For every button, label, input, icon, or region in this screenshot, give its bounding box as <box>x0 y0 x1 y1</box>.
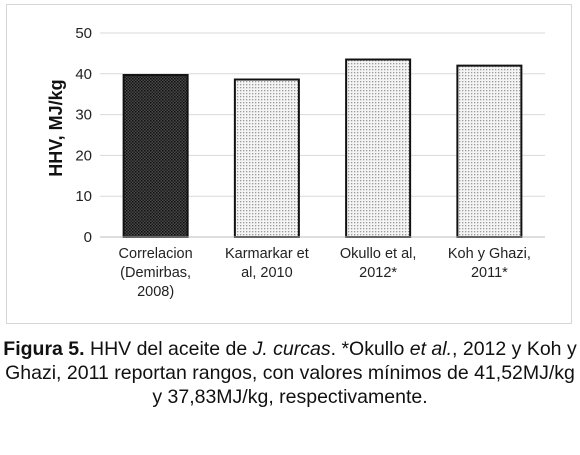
figure-caption: Figura 5. HHV del aceite de J. curcas. *… <box>0 337 580 409</box>
caption-text-1: HHV del aceite de <box>84 338 253 360</box>
x-category-label: Koh y Ghazi, 2011* <box>448 246 531 281</box>
caption-species: J. curcas <box>252 338 331 360</box>
y-tick-label: 40 <box>75 66 92 83</box>
bar <box>456 64 523 238</box>
y-tick-label: 10 <box>75 188 92 205</box>
y-tick-label: 0 <box>84 229 92 246</box>
bar-chart: 0 10 20 30 40 50 Correlacion (Demirbas, 2008) Kar… <box>46 25 545 300</box>
y-tick-label: 50 <box>75 25 92 42</box>
bar <box>345 58 412 238</box>
caption-label: Figura 5. <box>3 338 85 360</box>
y-tick-label: 30 <box>75 107 92 124</box>
bar <box>122 74 189 238</box>
bars <box>122 58 523 239</box>
x-category-label: Correlacion (Demirbas, 2008) <box>119 246 193 300</box>
y-tick-label: 20 <box>75 147 92 164</box>
x-category-label: Karmarkar et al, 2010 <box>225 246 309 281</box>
axes: 0 10 20 30 40 50 Correlacion (Demirbas, 2008) Kar… <box>75 25 545 300</box>
x-category-label: Okullo et al, 2012* <box>340 246 417 281</box>
bar <box>233 78 300 239</box>
y-axis-title: HHV, MJ/kg <box>46 79 66 176</box>
chart-frame <box>6 4 572 324</box>
caption-et-al: et al. <box>409 338 453 360</box>
caption-text-3: , 2012 y Koh y Ghazi, 2011 reportan rang… <box>5 338 577 408</box>
caption-text-2: . *Okullo <box>330 338 410 360</box>
